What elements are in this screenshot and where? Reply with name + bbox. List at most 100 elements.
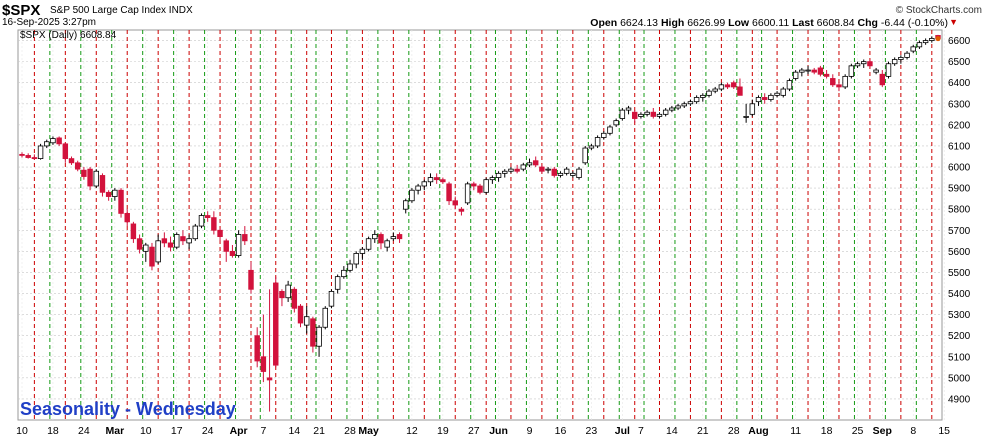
x-tick-label: 27 — [468, 425, 480, 437]
candle-body — [613, 120, 619, 126]
candle-body — [904, 52, 910, 58]
candle-body — [743, 116, 749, 118]
y-tick-label: 6600 — [948, 36, 971, 47]
candle-body — [873, 69, 879, 73]
candle-body — [539, 166, 545, 172]
candle-body — [105, 191, 112, 197]
candle-body — [576, 168, 582, 178]
candle-body — [879, 73, 886, 86]
candle-body — [607, 126, 613, 134]
candle-body — [489, 177, 496, 181]
x-tick-label: Sep — [873, 425, 892, 437]
candle-body — [372, 234, 378, 240]
x-tick-label: 21 — [313, 425, 325, 437]
y-tick-label: 5800 — [948, 205, 971, 216]
candle-body — [854, 63, 861, 67]
candle-body — [786, 80, 793, 90]
candle-body — [217, 229, 223, 237]
candle-body — [638, 113, 644, 117]
y-tick-label: 6400 — [948, 78, 971, 89]
seasonality-overlay-text: Seasonality - Wednesday — [20, 399, 236, 419]
candle-body — [384, 240, 390, 248]
candle-body — [223, 240, 229, 252]
candle-body — [669, 107, 675, 111]
candle-body — [303, 316, 310, 326]
candle-body — [254, 335, 260, 362]
stockcharts-credit[interactable]: © StockCharts.com — [895, 5, 982, 16]
candle-body — [662, 109, 669, 115]
candle-body — [842, 75, 848, 88]
y-tick-label: 6500 — [948, 57, 971, 68]
y-tick-label: 6100 — [948, 141, 971, 152]
y-tick-label: 5600 — [948, 247, 971, 258]
candle-body — [322, 307, 328, 328]
x-tick-label: 28 — [728, 425, 740, 437]
candle-body — [526, 162, 533, 166]
candle-body — [155, 240, 161, 263]
candle-body — [848, 65, 855, 77]
x-tick-label: 8 — [910, 425, 916, 437]
low-value: 6600.11 — [752, 17, 790, 29]
chg-label: Chg — [857, 17, 878, 29]
candle-body — [551, 168, 557, 176]
y-tick-label: 6300 — [948, 99, 971, 110]
x-tick-label: 9 — [527, 425, 533, 437]
candle-body — [545, 168, 551, 171]
candle-body — [74, 162, 81, 170]
candle-body — [112, 189, 118, 197]
candle-body — [464, 183, 471, 204]
candle-body — [347, 263, 353, 271]
candle-body — [260, 356, 267, 372]
candle-body — [656, 113, 663, 117]
candle-body — [310, 318, 316, 347]
candle-body — [687, 101, 694, 105]
candle-body — [792, 71, 799, 79]
x-tick-label: 10 — [140, 425, 152, 437]
x-tick-label: 11 — [790, 425, 801, 437]
y-tick-label: 5500 — [948, 268, 971, 279]
candle-body — [353, 253, 359, 265]
candle-body — [62, 143, 69, 159]
candle-body — [279, 291, 285, 299]
x-tick-label: 17 — [171, 425, 183, 437]
candle-body — [700, 94, 706, 98]
candle-body — [520, 164, 527, 170]
candle-body — [149, 246, 155, 267]
y-tick-label: 6000 — [948, 163, 971, 174]
candle-body — [502, 170, 508, 174]
candle-body — [885, 63, 892, 77]
y-tick-label: 5400 — [948, 289, 971, 300]
candle-body — [619, 109, 626, 119]
candle-body — [161, 238, 168, 244]
x-tick-label: 25 — [852, 425, 864, 437]
candle-body — [174, 234, 180, 248]
candle-body — [390, 236, 397, 240]
candle-body — [483, 179, 489, 193]
x-tick-label: 7 — [260, 425, 266, 437]
x-tick-label: 14 — [288, 425, 300, 437]
x-tick-label: 24 — [202, 425, 214, 437]
x-tick-label: 24 — [78, 425, 90, 437]
y-tick-label: 5900 — [948, 184, 971, 195]
symbol-title: $SPX — [2, 2, 41, 19]
x-tick-label: May — [358, 425, 379, 437]
candle-body — [403, 200, 409, 210]
candle-body — [495, 172, 502, 178]
candle-body — [891, 59, 898, 65]
candle-body — [229, 250, 236, 256]
candle-body — [861, 61, 867, 65]
x-tick-label: Jul — [615, 425, 630, 437]
candle-body — [458, 208, 465, 212]
candle-body — [328, 291, 335, 307]
candle-body — [836, 84, 842, 88]
candle-body — [334, 276, 341, 290]
candle-body — [817, 67, 824, 75]
candle-body — [755, 97, 762, 103]
candle-body — [823, 73, 830, 77]
candle-body — [532, 160, 539, 166]
candle-body — [359, 248, 366, 254]
candle-body — [409, 189, 415, 202]
candle-body — [916, 42, 923, 48]
x-tick-label: 10 — [16, 425, 28, 437]
